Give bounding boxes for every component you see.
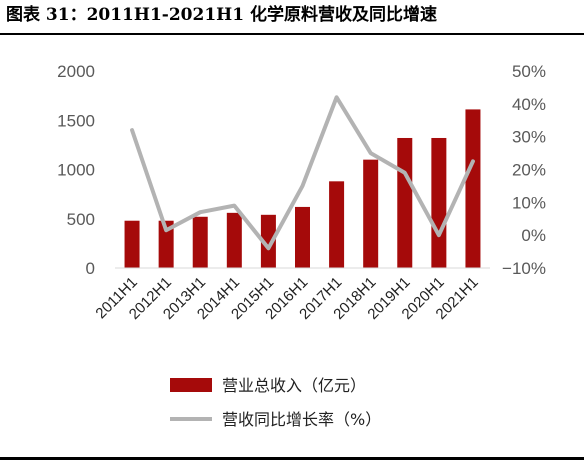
right-tick-label: 50% [512, 62, 546, 81]
right-axis: −10% 0% 10% 20% 30% 40% 50% [502, 62, 546, 278]
right-tick-label: 20% [512, 161, 546, 180]
right-tick-label: 0% [521, 226, 546, 245]
revenue-bar [158, 220, 174, 268]
revenue-bar [329, 181, 345, 268]
revenue-bar [226, 212, 242, 268]
growth-line [130, 95, 475, 251]
right-tick-label: 30% [512, 128, 546, 147]
left-tick-label: 1500 [57, 111, 95, 130]
legend-label-growth: 营收同比增长率（%） [222, 410, 381, 429]
left-tick-label: 2000 [57, 62, 95, 81]
revenue-bars [124, 109, 481, 268]
x-axis: 2011H12012H12013H12014H12015H12016H12017… [92, 274, 481, 323]
revenue-bar [431, 137, 447, 268]
left-tick-label: 500 [67, 210, 95, 229]
legend-label-revenue: 营业总收入（亿元） [222, 376, 366, 395]
revenue-bar [192, 216, 208, 268]
bottom-rule [0, 457, 584, 460]
revenue-bar [260, 214, 276, 268]
revenue-bar [124, 220, 140, 268]
legend: 营业总收入（亿元） 营收同比增长率（%） [170, 376, 381, 429]
figure-caption: 图表 31：2011H1-2021H1 化学原料营收及同比增速 [6, 5, 437, 25]
revenue-bar [465, 109, 481, 268]
left-tick-label: 0 [86, 259, 95, 278]
right-tick-label: 40% [512, 95, 546, 114]
revenue-bar [295, 206, 310, 268]
right-tick-label: 10% [512, 193, 546, 212]
top-rule [0, 33, 584, 35]
right-tick-label: −10% [502, 259, 546, 278]
left-axis: 0 500 1000 1500 2000 [57, 62, 95, 278]
left-tick-label: 1000 [57, 161, 95, 180]
revenue-bar [363, 159, 379, 268]
legend-swatch-revenue [170, 378, 212, 392]
revenue-bar [397, 137, 413, 268]
